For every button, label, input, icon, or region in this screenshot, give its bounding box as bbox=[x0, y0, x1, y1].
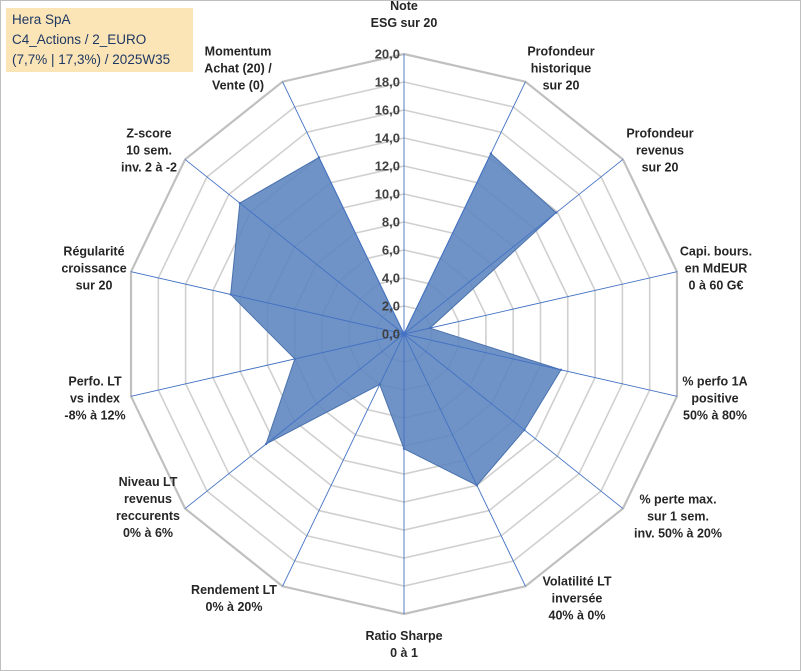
spoke-13 bbox=[282, 81, 405, 335]
axis-label-4-line-1: positive bbox=[691, 392, 738, 406]
axis-label-1-line-1: historique bbox=[531, 62, 591, 76]
axis-label-4-line-0: % perfo 1A bbox=[682, 375, 747, 389]
header-line-company: Hera SpA bbox=[12, 12, 71, 27]
axis-label-5-line-2: inv. 50% à 20% bbox=[634, 527, 722, 541]
axis-label-0: Note ESG sur 20 bbox=[371, 0, 438, 30]
axis-label-0-line-1: ESG sur 20 bbox=[371, 16, 438, 30]
axis-label-12-line-2: inv. 2 à -2 bbox=[121, 161, 177, 175]
axis-label-10-line-2: -8% à 12% bbox=[64, 409, 125, 423]
axis-label-8-line-1: 0% à 20% bbox=[206, 600, 263, 614]
axis-label-9-line-2: reccurents bbox=[116, 509, 180, 523]
axis-label-8: Rendement LT 0% à 20% bbox=[191, 583, 277, 614]
axis-label-9-line-0: Niveau LT bbox=[119, 475, 178, 489]
axis-label-5-line-1: sur 1 sem. bbox=[647, 510, 709, 524]
tick-label-0: 0,0 bbox=[382, 327, 400, 342]
axis-label-9: Niveau LT revenus reccurents 0% à 6% bbox=[116, 475, 180, 540]
axis-label-12-line-0: Z-score bbox=[126, 127, 171, 141]
header-line-stats: (7,7% | 17,3%) / 2025W35 bbox=[12, 52, 171, 67]
axis-label-7-line-0: Ratio Sharpe bbox=[365, 629, 442, 643]
radar-axis-labels: Note ESG sur 20 Profondeur historique sur 20… bbox=[61, 0, 752, 660]
spoke-12 bbox=[184, 159, 405, 335]
spoke-2 bbox=[403, 159, 624, 335]
axis-label-5: % perte max. sur 1 sem. inv. 50% à 20% bbox=[634, 493, 722, 541]
axis-label-7: Ratio Sharpe 0 à 1 bbox=[365, 629, 442, 660]
axis-label-6-line-1: inversée bbox=[552, 592, 603, 606]
spoke-4 bbox=[403, 333, 678, 397]
tick-label-9: 18,0 bbox=[375, 75, 400, 90]
axis-label-2-line-2: sur 20 bbox=[642, 161, 679, 175]
axis-label-1-line-2: sur 20 bbox=[543, 79, 580, 93]
axis-label-5-line-0: % perte max. bbox=[639, 493, 716, 507]
axis-label-13-line-1: Achat (20) / bbox=[204, 62, 272, 76]
axis-label-6-line-0: Volatilité LT bbox=[543, 575, 612, 589]
tick-label-10: 20,0 bbox=[375, 47, 400, 62]
axis-label-7-line-1: 0 à 1 bbox=[390, 646, 418, 660]
tick-label-2: 4,0 bbox=[382, 271, 400, 286]
axis-label-6-line-2: 40% à 0% bbox=[549, 609, 606, 623]
axis-label-10-line-0: Perfo. LT bbox=[68, 375, 122, 389]
axis-label-0-line-0: Note bbox=[390, 0, 418, 13]
axis-label-11-line-2: sur 20 bbox=[76, 279, 113, 293]
axis-label-2: Profondeur revenus sur 20 bbox=[626, 127, 693, 175]
axis-label-3: Capi. bours. en MdEUR 0 à 60 G€ bbox=[680, 245, 752, 293]
axis-label-8-line-0: Rendement LT bbox=[191, 583, 277, 597]
axis-label-6: Volatilité LT inversée 40% à 0% bbox=[543, 575, 612, 623]
spoke-11 bbox=[130, 271, 405, 335]
tick-label-8: 16,0 bbox=[375, 103, 400, 118]
axis-label-12: Z-score 10 sem. inv. 2 à -2 bbox=[121, 127, 177, 175]
spoke-5 bbox=[403, 333, 624, 509]
radar-series bbox=[229, 152, 563, 487]
axis-label-3-line-2: 0 à 60 G€ bbox=[689, 279, 744, 293]
spoke-9 bbox=[184, 333, 405, 509]
axis-label-1: Profondeur historique sur 20 bbox=[527, 45, 594, 93]
axis-label-2-line-1: revenus bbox=[636, 144, 684, 158]
tick-label-3: 6,0 bbox=[382, 243, 400, 258]
axis-label-10: Perfo. LT vs index -8% à 12% bbox=[64, 375, 125, 423]
spoke-1 bbox=[403, 81, 526, 335]
tick-label-7: 14,0 bbox=[375, 131, 400, 146]
axis-label-13: Momentum Achat (20) / Vente (0) bbox=[204, 45, 272, 93]
tick-label-1: 2,0 bbox=[382, 299, 400, 314]
radar-tick-labels: 0,0 2,0 4,0 6,0 8,0 10,0 12,0 14,0 16,0 18,0 20,0 bbox=[375, 47, 400, 342]
axis-label-3-line-1: en MdEUR bbox=[685, 262, 748, 276]
axis-label-4: % perfo 1A positive 50% à 80% bbox=[682, 375, 747, 423]
axis-label-4-line-2: 50% à 80% bbox=[683, 409, 747, 423]
axis-label-1-line-0: Profondeur bbox=[527, 45, 594, 59]
axis-label-10-line-1: vs index bbox=[70, 392, 120, 406]
spoke-3 bbox=[403, 271, 678, 335]
tick-label-6: 12,0 bbox=[375, 159, 400, 174]
axis-label-12-line-1: 10 sem. bbox=[126, 144, 172, 158]
spoke-10 bbox=[130, 333, 405, 397]
spoke-6 bbox=[403, 333, 526, 587]
spoke-8 bbox=[282, 333, 405, 587]
radar-spokes bbox=[130, 54, 678, 614]
chart-header-box: Hera SpA C4_Actions / 2_EURO (7,7% | 17,… bbox=[6, 8, 193, 72]
tick-label-5: 10,0 bbox=[375, 187, 400, 202]
axis-label-9-line-3: 0% à 6% bbox=[123, 526, 173, 540]
axis-label-9-line-1: revenus bbox=[124, 492, 172, 506]
axis-label-13-line-0: Momentum bbox=[205, 45, 272, 59]
axis-label-11-line-1: croissance bbox=[61, 262, 126, 276]
header-line-category: C4_Actions / 2_EURO bbox=[12, 32, 147, 47]
axis-label-13-line-2: Vente (0) bbox=[212, 79, 264, 93]
axis-label-11-line-0: Régularité bbox=[63, 245, 124, 259]
axis-label-11: Régularité croissance sur 20 bbox=[61, 245, 126, 293]
series-area-0 bbox=[230, 152, 562, 486]
axis-label-2-line-0: Profondeur bbox=[626, 127, 693, 141]
tick-label-4: 8,0 bbox=[382, 215, 400, 230]
axis-label-3-line-0: Capi. bours. bbox=[680, 245, 752, 259]
